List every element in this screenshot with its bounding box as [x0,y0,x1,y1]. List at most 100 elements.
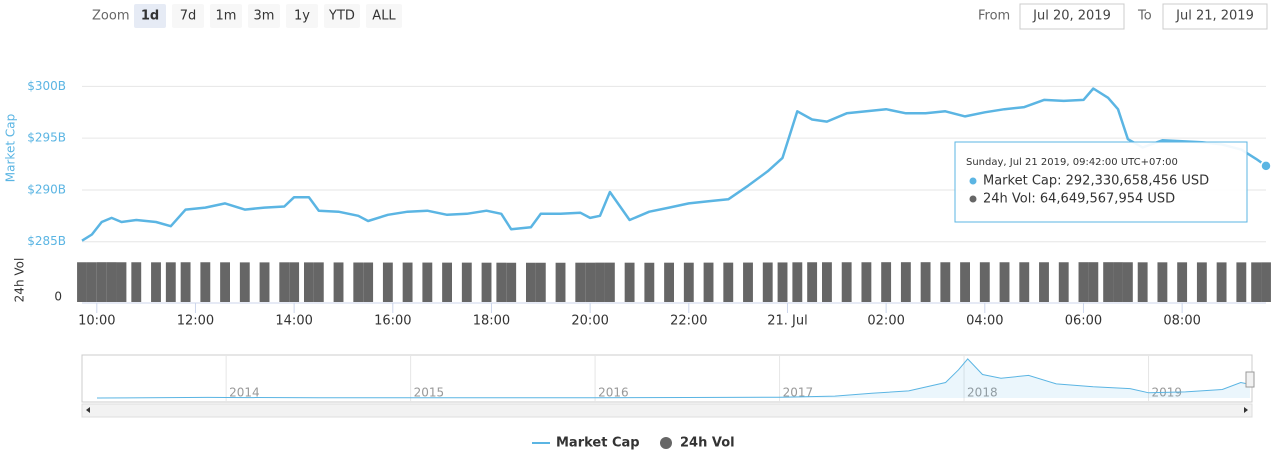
scrollbar[interactable] [81,403,1253,418]
volume-bar [1113,262,1123,302]
volume-bar [595,262,605,302]
volume-bar [220,262,230,302]
volume-bar [481,262,492,302]
volume-bar [1019,262,1030,302]
from-input[interactable] [1019,3,1125,30]
volume-bar [496,262,507,302]
volume-bar [822,262,832,302]
volume-bar [422,262,433,302]
navigator-tick-label: 2015 [414,386,445,400]
volume-bar [900,262,911,302]
range-button-label: 7d [180,9,197,24]
volume-bar [960,262,970,302]
x-tick-label: 08:00 [1163,314,1200,329]
x-tick-label: 22:00 [670,314,707,329]
volume-bar [743,262,753,302]
range-button-label: 1y [294,9,310,24]
range-button-label: 1m [216,9,237,24]
tooltip-dot [969,177,977,185]
x-tick-label: 10:00 [78,314,115,329]
volume-bar [279,262,290,302]
y-tick-label: $290B [27,182,66,196]
volume-bar [363,262,374,302]
volume-bar [979,262,990,302]
to-label: To [1137,9,1152,24]
volume-bar [382,262,393,302]
navigator-tick-label: 2017 [783,386,814,400]
y-tick-label: $295B [27,131,66,145]
tooltip-dot [969,195,977,203]
x-tick-label: 16:00 [374,314,411,329]
to-input[interactable] [1162,3,1268,30]
volume-bar [683,262,694,302]
volume-bar [131,262,142,302]
navigator-line [96,358,1251,399]
to-date: Jul 21, 2019 [1175,9,1254,24]
volume-bar [313,262,324,302]
y-tick-label: $300B [27,79,66,93]
y-axis-title: Market Cap [4,114,18,182]
range-button[interactable] [324,4,360,28]
tooltip-header: Sunday, Jul 21 2019, 09:42:00 UTC+07:00 [966,157,1178,168]
volume-bar [1196,262,1207,302]
x-tick-label: 02:00 [867,314,904,329]
volume-bar [1236,262,1247,302]
volume-bar [526,262,536,302]
legend-label[interactable]: 24h Vol [680,436,735,451]
volume-bar [1216,262,1227,302]
volume-bar [259,262,270,302]
volume-bar [1078,262,1089,302]
volume-bar [762,262,773,302]
range-button-label: 1d [141,9,159,24]
from-date: Jul 20, 2019 [1032,9,1111,24]
y2-axis-title: 24h Vol [13,258,27,303]
range-button[interactable] [248,4,280,28]
market-cap-line [81,87,1267,242]
tooltip-line: Market Cap: 292,330,658,456 USD [983,174,1209,189]
volume-bar [1251,262,1262,302]
range-button[interactable] [134,4,166,28]
x-tick-label: 20:00 [571,314,608,329]
volume-bar [289,262,300,302]
navigator-handle[interactable] [1245,371,1255,388]
range-button-label: ALL [372,9,396,24]
range-button[interactable] [172,4,204,28]
volume-bar [624,262,635,302]
volume-bar [575,262,586,302]
navigator-tick-label: 2016 [598,386,629,400]
legend-symbol [660,437,672,449]
zoom-label: Zoom [92,9,129,24]
x-tick-label: 12:00 [177,314,214,329]
volume-bar [1122,262,1133,302]
y2-tick-label: 0 [54,290,62,304]
range-button[interactable] [366,4,402,28]
volume-bar [841,262,852,302]
volume-bar [402,262,413,302]
range-button[interactable] [210,4,242,28]
volume-bar [239,262,250,302]
volume-bar [442,262,452,302]
volume-bar [999,262,1010,302]
volume-bar [106,262,117,302]
volume-bar [940,262,951,302]
volume-bar [461,262,472,302]
volume-bar [1058,262,1069,302]
navigator[interactable] [81,354,1253,403]
volume-bar [1088,262,1099,302]
range-button[interactable] [286,4,318,28]
volume-bar [792,262,803,302]
volume-bar [353,262,364,302]
volume-bar [116,262,127,302]
volume-bar [777,262,788,302]
tooltip-box [954,141,1248,223]
volume-bar [506,262,517,302]
navigator-tick-label: 2014 [229,386,260,400]
volume-bar [555,262,566,302]
volume-bar [664,262,674,302]
volume-bar [1157,262,1168,302]
volume-bar [585,262,596,302]
legend-label[interactable]: Market Cap [556,436,640,451]
x-tick-label: 18:00 [473,314,510,329]
navigator-area [97,358,1250,398]
